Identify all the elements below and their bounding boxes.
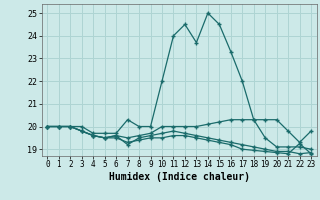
X-axis label: Humidex (Indice chaleur): Humidex (Indice chaleur) xyxy=(109,172,250,182)
